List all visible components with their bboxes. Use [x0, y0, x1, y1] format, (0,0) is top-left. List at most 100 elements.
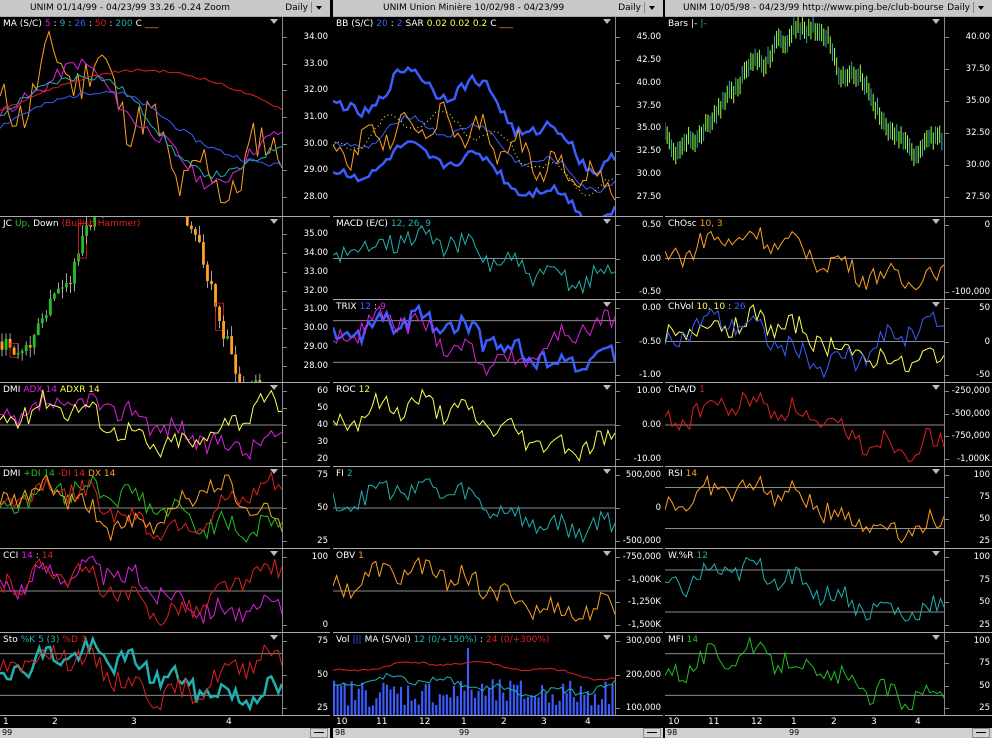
candle-body — [218, 306, 221, 321]
indicator-line — [333, 225, 615, 295]
indicator-panel[interactable]: MFI 14 100 75 50 25 — [665, 632, 992, 716]
y-tick-label: 27.50 — [636, 192, 661, 202]
y-tick-label: 32.00 — [303, 285, 328, 296]
plot-area[interactable]: BB (S/C) 20:2 SAR 0.02 0.02 0.2 C ___ — [333, 17, 616, 217]
legend-item: CCI — [3, 551, 19, 561]
period-dropdown[interactable] — [644, 2, 659, 13]
panel-menu-icon[interactable] — [932, 635, 940, 640]
indicator-panel[interactable]: BB (S/C) 20:2 SAR 0.02 0.02 0.2 C ___ 45.00 42.50… — [333, 16, 663, 217]
panel-menu-icon[interactable] — [270, 551, 278, 556]
plot-area[interactable]: W.%R 12 — [665, 549, 945, 633]
indicator-panel[interactable]: ChOsc 10, 3 0 -100,000 — [665, 216, 992, 300]
indicator-panel[interactable]: FI 2 500,000 0 -500,000 — [333, 466, 663, 549]
plot-area[interactable]: Bars |- |- — [665, 17, 945, 217]
y-tick-mark — [283, 674, 287, 676]
indicator-panel[interactable]: DMI ADX 14 ADXR 14 60 50 40 30 20 — [0, 382, 330, 467]
indicator-panel[interactable]: ChA/D 1 -250,000 -500,000 -750,000 -1,000K — [665, 382, 992, 467]
y-tick-mark — [283, 233, 287, 235]
y-tick-label: 100 — [973, 470, 990, 481]
y-tick-mark — [945, 579, 949, 581]
plot-area[interactable]: Sto %K 5 (3) %D 3 — [0, 633, 283, 716]
plot-area[interactable]: ChVol 10, 10:26 — [665, 300, 945, 383]
indicator-panel[interactable]: TRIX 12:9 0.00 -0.50 -1.00 — [333, 299, 663, 383]
indicator-panel[interactable]: MA (S/C) 5:9:26:50:200 C ___ 34.00 33.00 32.00… — [0, 16, 330, 217]
panel-menu-icon[interactable] — [603, 385, 611, 390]
scroll-button[interactable] — [972, 728, 990, 738]
plot-area[interactable]: MACD (E/C) 12, 26, 9 — [333, 217, 616, 300]
indicator-panel[interactable]: ROC 12 10.00 0.00 -10.00 — [333, 382, 663, 467]
y-tick-label: 33.00 — [303, 58, 328, 69]
y-tick-label: 35.00 — [965, 96, 990, 106]
panel-menu-icon[interactable] — [270, 635, 278, 640]
period-dropdown[interactable] — [973, 2, 988, 13]
indicator-panel[interactable]: OBV 1 -750,000 -1,000K -1,250K -1,500K — [333, 548, 663, 633]
candle-body — [198, 234, 201, 243]
legend-item: OBV — [336, 551, 356, 561]
y-tick-mark — [945, 602, 949, 604]
panel-menu-icon[interactable] — [932, 19, 940, 24]
y-tick-mark — [283, 425, 287, 426]
scroll-button[interactable] — [643, 728, 661, 738]
indicator-panel[interactable]: Vol ||| MA (S/Vol) 12 (0/+150%):24 (0/+300%… — [333, 632, 663, 716]
volume-bar — [364, 690, 367, 716]
indicator-panel[interactable]: RSI 14 100 75 50 25 — [665, 466, 992, 549]
plot-area[interactable]: Vol ||| MA (S/Vol) 12 (0/+150%):24 (0/+300%… — [333, 633, 616, 716]
plot-area[interactable]: FI 2 — [333, 467, 616, 549]
panel-menu-icon[interactable] — [270, 19, 278, 24]
y-tick-mark — [945, 413, 949, 415]
plot-area[interactable]: MFI 14 — [665, 633, 945, 716]
indicator-panel[interactable]: Sto %K 5 (3) %D 3 75 50 25 — [0, 632, 330, 716]
panel-menu-icon[interactable] — [270, 219, 278, 224]
panel-menu-icon[interactable] — [603, 469, 611, 474]
panel-menu-icon[interactable] — [270, 385, 278, 390]
panel-menu-icon[interactable] — [932, 551, 940, 556]
indicator-panel[interactable]: W.%R 12 100 75 50 25 — [665, 548, 992, 633]
candle-body — [214, 284, 217, 307]
legend-item: 20 — [376, 19, 388, 29]
volume-bar — [445, 694, 448, 716]
indicator-panel[interactable]: DMI +DI 14 -DI 14 DX 14 75 50 25 — [0, 466, 330, 549]
plot-area[interactable]: OBV 1 — [333, 549, 616, 633]
panel-menu-icon[interactable] — [270, 469, 278, 474]
panel-legend: OBV 1 — [336, 551, 367, 561]
plot-area[interactable]: MA (S/C) 5:9:26:50:200 C ___ — [0, 17, 283, 217]
y-tick-mark — [283, 391, 287, 393]
plot-area[interactable]: ChA/D 1 — [665, 383, 945, 467]
plot-area[interactable]: DMI ADX 14 ADXR 14 — [0, 383, 283, 467]
y-tick-label: 20 — [317, 453, 328, 464]
period-dropdown[interactable] — [311, 2, 326, 13]
plot-area[interactable]: CCI 14:14 — [0, 549, 283, 633]
y-tick-mark — [616, 374, 620, 376]
indicator-panel[interactable]: ChVol 10, 10:26 50 0 -50 — [665, 299, 992, 383]
volume-bar — [523, 698, 526, 716]
panel-menu-icon[interactable] — [603, 219, 611, 224]
y-tick-label: 50 — [317, 503, 328, 513]
panel-menu-icon[interactable] — [603, 19, 611, 24]
plot-area[interactable]: JC Up, Down (Bullish Hammer) — [0, 217, 283, 383]
indicator-panel[interactable]: JC Up, Down (Bullish Hammer) 35.00 34.00 33.00… — [0, 216, 330, 383]
panel-menu-icon[interactable] — [603, 551, 611, 556]
panel-menu-icon[interactable] — [932, 302, 940, 307]
scroll-button[interactable] — [310, 728, 328, 738]
y-tick-label: 29.00 — [303, 165, 328, 176]
plot-area[interactable]: RSI 14 — [665, 467, 945, 549]
panel-menu-icon[interactable] — [603, 635, 611, 640]
plot-area[interactable]: ChOsc 10, 3 — [665, 217, 945, 300]
plot-area[interactable]: ROC 12 — [333, 383, 616, 467]
panel-menu-icon[interactable] — [932, 469, 940, 474]
legend-item: 12 (0/+150%) — [413, 635, 477, 645]
indicator-panel[interactable]: CCI 14:14 100 0 — [0, 548, 330, 633]
y-tick-mark — [616, 308, 620, 310]
y-tick-mark — [945, 518, 949, 520]
indicator-panel[interactable]: Bars |- |- 40.00 37.50 35.00 32.50 30.00 27.50 — [665, 16, 992, 217]
volume-bar — [350, 681, 353, 716]
volume-bar — [375, 698, 378, 716]
panel-menu-icon[interactable] — [603, 302, 611, 307]
y-tick-label: -1.00 — [639, 369, 661, 380]
panel-menu-icon[interactable] — [932, 219, 940, 224]
plot-area[interactable]: TRIX 12:9 — [333, 300, 616, 383]
volume-bar — [435, 705, 438, 716]
panel-menu-icon[interactable] — [932, 385, 940, 390]
indicator-panel[interactable]: MACD (E/C) 12, 26, 9 0.50 0.00 -0.50 — [333, 216, 663, 300]
plot-area[interactable]: DMI +DI 14 -DI 14 DX 14 — [0, 467, 283, 549]
